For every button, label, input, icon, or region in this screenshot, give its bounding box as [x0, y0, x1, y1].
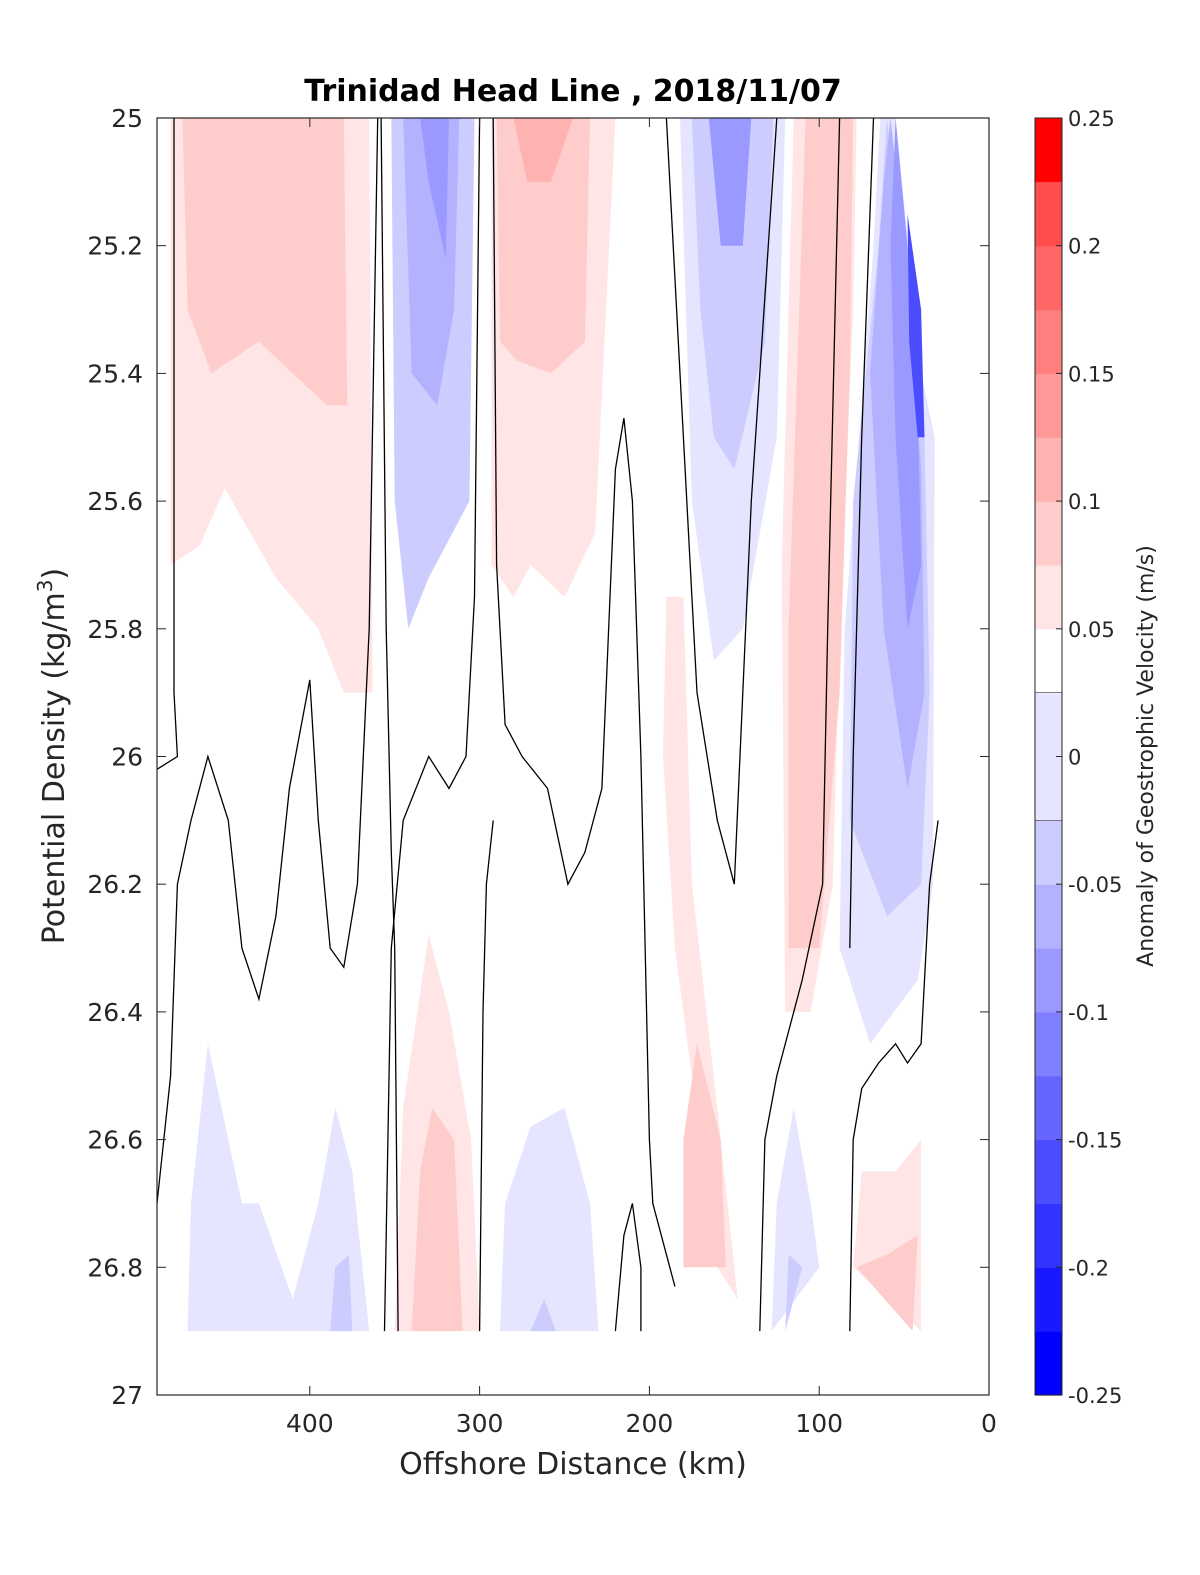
colorbar-band: [1035, 564, 1062, 630]
y-tick-label: 25.8: [87, 615, 143, 644]
zero-contour-line-8: [759, 117, 841, 1332]
velocity-fill-region-13: [663, 596, 738, 1300]
colorbar-tick-label: -0.1: [1068, 1001, 1109, 1025]
colorbar-band: [1035, 1331, 1062, 1396]
y-axis-label-main: Potential Density (kg/m: [37, 592, 72, 944]
velocity-fill-region-9: [691, 118, 774, 470]
velocity-fill-region-29: [856, 1235, 918, 1332]
colorbar-band: [1035, 1011, 1062, 1077]
colorbar-band: [1035, 118, 1062, 182]
velocity-fill-region-19: [187, 1043, 370, 1332]
colorbar-tick-label: -0.2: [1068, 1256, 1109, 1280]
zero-contour-line-4: [492, 117, 676, 1287]
velocity-fill-region-22: [411, 1107, 463, 1332]
x-tick-labels: 400 300 200 100 0: [286, 1409, 997, 1438]
x-tick-label: 200: [626, 1409, 674, 1438]
velocity-fill-region-12: [788, 118, 854, 949]
colorbar-band: [1035, 309, 1062, 374]
velocity-fill-region-1: [182, 118, 348, 406]
velocity-fill-region-20: [330, 1254, 353, 1332]
zero-contour-line-10: [849, 117, 875, 949]
zero-contour-line-3: [383, 117, 481, 1332]
velocity-fill-region-24: [530, 1299, 556, 1332]
zero-contour-line-6: [614, 1203, 642, 1332]
y-axis-label: Potential Density (kg/m3): [33, 568, 72, 944]
colorbar-band: [1035, 1203, 1062, 1268]
colorbar-label: Anomaly of Geostrophic Velocity (m/s): [1134, 545, 1159, 967]
x-tick-label: 100: [795, 1409, 843, 1438]
zero-contour-lines: [156, 117, 939, 1332]
zero-contour-line-7: [665, 117, 778, 885]
colorbar-band: [1035, 1267, 1062, 1332]
zero-contour-line-5: [478, 820, 494, 1332]
y-tick-label: 25.4: [87, 359, 143, 388]
y-tick-labels: 25 25.2 25.4 25.6 25.8 26 26.2 26.4 26.6 26.8 27: [87, 104, 143, 1410]
y-tick-label: 27: [111, 1381, 143, 1410]
colorbar-tick-label: 0.05: [1068, 618, 1115, 642]
colorbar-tick-label: 0.15: [1068, 362, 1115, 386]
velocity-anomaly-fills: [170, 118, 935, 1332]
colorbar-tick-label: 0.1: [1068, 490, 1101, 514]
plot-area: [156, 117, 990, 1396]
y-tick-label: 26.4: [87, 998, 143, 1027]
velocity-fill-region-4: [420, 118, 449, 259]
x-tick-label: 300: [456, 1409, 504, 1438]
colorbar-band: [1035, 628, 1062, 694]
y-tick-label: 25.2: [87, 232, 143, 261]
velocity-fill-region-6: [496, 118, 590, 374]
y-tick-label: 25.6: [87, 487, 143, 516]
y-tick-label: 26.8: [87, 1253, 143, 1282]
colorbar-band: [1035, 437, 1062, 502]
colorbar-ticks: 0.25 0.2 0.15 0.1 0.05 0 -0.05 -0.1 -0.15 -0.2 -0.…: [1056, 107, 1122, 1408]
zero-contour-line-2: [380, 117, 399, 1332]
colorbar: 0.25 0.2 0.15 0.1 0.05 0 -0.05 -0.1 -0.15 -0.2 -0.…: [1034, 107, 1122, 1408]
velocity-fill-region-18: [907, 213, 925, 438]
velocity-fill-region-27: [785, 1254, 803, 1332]
velocity-fill-region-23: [500, 1107, 599, 1332]
colorbar-band: [1035, 1139, 1062, 1205]
colorbar-band: [1035, 820, 1062, 885]
velocity-fill-region-26: [771, 1107, 820, 1332]
zero-contour-line-9: [849, 820, 939, 1332]
y-tick-label: 26: [111, 743, 143, 772]
colorbar-band: [1035, 1075, 1062, 1141]
y-axis-label-close: ): [37, 568, 72, 580]
velocity-fill-region-7: [513, 118, 573, 182]
x-tick-label: 400: [286, 1409, 334, 1438]
colorbar-tick-label: 0.2: [1068, 235, 1101, 259]
colorbar-band: [1035, 948, 1062, 1013]
zero-contour-line-0: [156, 118, 179, 770]
velocity-fill-region-10: [708, 118, 752, 246]
colorbar-band: [1035, 245, 1062, 311]
x-axis-label: Offshore Distance (km): [399, 1447, 747, 1482]
colorbar-tick-label: -0.05: [1068, 873, 1122, 897]
colorbar-band: [1035, 373, 1062, 438]
colorbar-band: [1035, 884, 1062, 949]
velocity-fill-region-25: [683, 1043, 726, 1268]
chart-title: Trinidad Head Line , 2018/11/07: [304, 74, 841, 109]
y-tick-label: 25: [111, 104, 143, 133]
colorbar-band: [1035, 501, 1062, 566]
y-tick-label: 26.6: [87, 1126, 143, 1155]
colorbar-tick-label: -0.15: [1068, 1129, 1122, 1153]
colorbar-tick-label: -0.25: [1068, 1384, 1122, 1408]
y-tick-label: 26.2: [87, 870, 143, 899]
colorbar-band: [1035, 181, 1062, 247]
y-axis-label-superscript: 3: [33, 579, 57, 592]
zero-contour-line-1: [156, 117, 379, 1204]
colorbar-tick-label: 0.25: [1068, 107, 1115, 131]
colorbar-tick-label: 0: [1068, 746, 1081, 770]
colorbar-bands: [1035, 118, 1062, 1396]
velocity-fill-region-17: [890, 118, 922, 629]
x-tick-label: 0: [981, 1409, 997, 1438]
plot-frame: [156, 117, 990, 1396]
